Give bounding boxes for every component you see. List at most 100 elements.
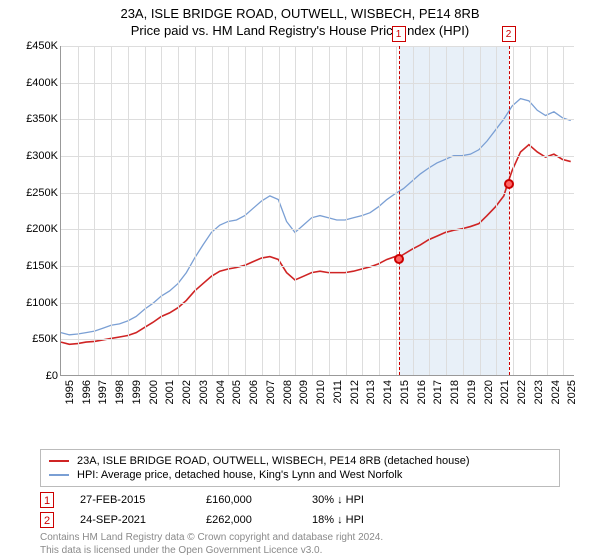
gridline-v xyxy=(513,46,514,375)
gridline-v xyxy=(547,46,548,375)
y-axis: £0£50K£100K£150K£200K£250K£300K£350K£400… xyxy=(10,46,60,376)
y-tick-label: £50K xyxy=(12,333,58,345)
sale-hpi-diff: 30% ↓ HPI xyxy=(312,494,402,506)
event-marker-1: 1 xyxy=(392,26,406,42)
y-tick-label: £400K xyxy=(12,77,58,89)
x-tick-label: 2012 xyxy=(349,380,361,404)
legend-swatch xyxy=(49,474,69,476)
x-tick-label: 2006 xyxy=(248,380,260,404)
legend-item: HPI: Average price, detached house, King… xyxy=(49,468,551,482)
gridline-v xyxy=(329,46,330,375)
x-tick-label: 2000 xyxy=(148,380,160,404)
gridline-v xyxy=(463,46,464,375)
y-tick-label: £250K xyxy=(12,187,58,199)
gridline-v xyxy=(295,46,296,375)
legend-label: 23A, ISLE BRIDGE ROAD, OUTWELL, WISBECH,… xyxy=(77,455,469,467)
plot-area: 12 xyxy=(60,46,574,376)
legend-label: HPI: Average price, detached house, King… xyxy=(77,469,402,481)
x-tick-label: 2007 xyxy=(265,380,277,404)
series-line-property xyxy=(61,145,571,345)
x-tick-label: 1998 xyxy=(114,380,126,404)
y-tick-label: £350K xyxy=(12,113,58,125)
sale-hpi-diff: 18% ↓ HPI xyxy=(312,514,402,526)
x-tick-label: 2010 xyxy=(315,380,327,404)
x-tick-label: 2008 xyxy=(282,380,294,404)
gridline-v xyxy=(346,46,347,375)
x-tick-label: 2013 xyxy=(365,380,377,404)
gridline-v xyxy=(379,46,380,375)
sale-price: £160,000 xyxy=(206,494,286,506)
gridline-v xyxy=(161,46,162,375)
y-tick-label: £450K xyxy=(12,40,58,52)
x-tick-label: 1997 xyxy=(97,380,109,404)
x-tick-label: 2020 xyxy=(483,380,495,404)
event-dot-1 xyxy=(394,254,404,264)
x-tick-label: 1996 xyxy=(81,380,93,404)
gridline-v xyxy=(362,46,363,375)
x-tick-label: 2016 xyxy=(416,380,428,404)
x-tick-label: 2011 xyxy=(332,380,344,404)
x-tick-label: 2001 xyxy=(164,380,176,404)
x-axis: 1995199619971998199920002001200220032004… xyxy=(60,376,574,416)
event-marker-2: 2 xyxy=(502,26,516,42)
event-line xyxy=(399,46,400,375)
x-tick-label: 2023 xyxy=(533,380,545,404)
gridline-v xyxy=(480,46,481,375)
legend-item: 23A, ISLE BRIDGE ROAD, OUTWELL, WISBECH,… xyxy=(49,454,551,468)
event-dot-2 xyxy=(504,179,514,189)
legend-swatch xyxy=(49,460,69,462)
gridline-v xyxy=(496,46,497,375)
x-tick-label: 2025 xyxy=(566,380,578,404)
chart-container: 23A, ISLE BRIDGE ROAD, OUTWELL, WISBECH,… xyxy=(0,0,600,560)
legend-box: 23A, ISLE BRIDGE ROAD, OUTWELL, WISBECH,… xyxy=(40,449,560,487)
x-tick-label: 2005 xyxy=(231,380,243,404)
gridline-v xyxy=(279,46,280,375)
gridline-v xyxy=(446,46,447,375)
sale-marker: 1 xyxy=(40,492,54,508)
y-tick-label: £100K xyxy=(12,297,58,309)
gridline-v xyxy=(78,46,79,375)
sales-table: 1 27-FEB-2015 £160,000 30% ↓ HPI 2 24-SEP-202… xyxy=(40,490,402,530)
gridline-v xyxy=(94,46,95,375)
gridline-v xyxy=(212,46,213,375)
sale-date: 27-FEB-2015 xyxy=(80,494,180,506)
x-tick-label: 2021 xyxy=(499,380,511,404)
x-tick-label: 2002 xyxy=(181,380,193,404)
x-tick-label: 2018 xyxy=(449,380,461,404)
sale-row: 1 27-FEB-2015 £160,000 30% ↓ HPI xyxy=(40,490,402,510)
footer-line-2: This data is licensed under the Open Gov… xyxy=(40,544,383,557)
gridline-v xyxy=(128,46,129,375)
footer-text: Contains HM Land Registry data © Crown c… xyxy=(40,531,383,557)
gridline-v xyxy=(563,46,564,375)
gridline-v xyxy=(413,46,414,375)
x-tick-label: 2015 xyxy=(399,380,411,404)
gridline-v xyxy=(195,46,196,375)
gridline-v xyxy=(396,46,397,375)
sale-marker: 2 xyxy=(40,512,54,528)
footer-line-1: Contains HM Land Registry data © Crown c… xyxy=(40,531,383,544)
gridline-v xyxy=(262,46,263,375)
chart-title: 23A, ISLE BRIDGE ROAD, OUTWELL, WISBECH,… xyxy=(0,0,600,21)
chart-area: £0£50K£100K£150K£200K£250K£300K£350K£400… xyxy=(10,46,590,416)
gridline-v xyxy=(111,46,112,375)
x-tick-label: 2004 xyxy=(215,380,227,404)
x-tick-label: 1995 xyxy=(64,380,76,404)
sale-price: £262,000 xyxy=(206,514,286,526)
gridline-v xyxy=(530,46,531,375)
y-tick-label: £0 xyxy=(12,370,58,382)
x-tick-label: 2009 xyxy=(298,380,310,404)
sale-row: 2 24-SEP-2021 £262,000 18% ↓ HPI xyxy=(40,510,402,530)
sale-date: 24-SEP-2021 xyxy=(80,514,180,526)
gridline-v xyxy=(145,46,146,375)
event-line xyxy=(509,46,510,375)
series-line-hpi xyxy=(61,99,571,335)
gridline-v xyxy=(245,46,246,375)
x-tick-label: 2019 xyxy=(466,380,478,404)
gridline-v xyxy=(178,46,179,375)
gridline-v xyxy=(429,46,430,375)
gridline-v xyxy=(312,46,313,375)
x-tick-label: 2024 xyxy=(550,380,562,404)
y-tick-label: £300K xyxy=(12,150,58,162)
gridline-v xyxy=(228,46,229,375)
y-tick-label: £200K xyxy=(12,223,58,235)
